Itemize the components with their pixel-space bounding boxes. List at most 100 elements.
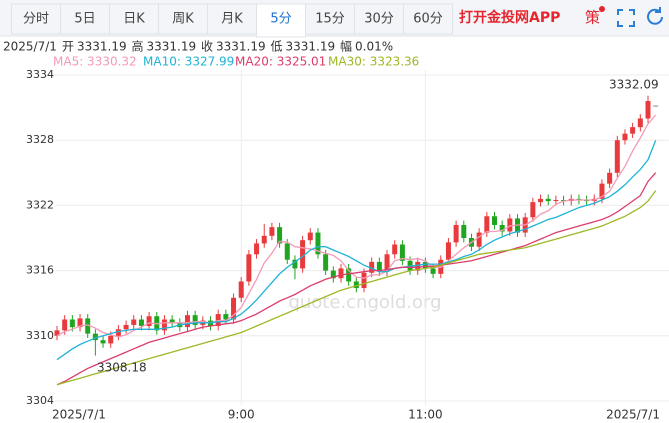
tab[interactable] [60,3,110,35]
candle-body [138,319,144,327]
candle-body [599,183,605,199]
candle-body [530,202,536,218]
candle-body [607,172,613,184]
candle-body [246,254,252,282]
candle-body [100,340,106,344]
candle-body [499,224,505,232]
tab-label[interactable]: 15分 [315,12,345,27]
candle-body [169,319,175,323]
notify-dot [599,6,605,12]
candle-body [484,216,490,233]
candle-body [637,118,643,128]
info-value: 3331.19 [216,40,266,54]
tab-label[interactable]: 5分 [270,12,291,27]
candle-body [77,318,83,328]
info-value: 0.01% [355,40,393,54]
candle-body [261,235,267,244]
candle-body [507,218,513,232]
candle-body [353,281,359,288]
tab[interactable] [256,3,306,38]
legend-entry: MA5: 3330.32 [53,55,137,69]
candle-body [92,333,98,341]
y-tick-label: 3316 [26,264,54,277]
candle-body [384,254,390,272]
candle-body [553,199,559,202]
candle-body [69,319,75,328]
y-tick-label: 3310 [26,329,54,342]
candle-body [269,227,275,236]
y-tick-label: 3328 [26,133,54,146]
candle-body [361,272,367,288]
tab-label[interactable]: 5日 [74,12,95,27]
candle-body [123,324,129,330]
candle-body [538,198,544,203]
candle-body [645,101,651,119]
info-value: 3331.19 [286,40,336,54]
tab-label[interactable]: 60分 [413,12,443,27]
candle-body [476,232,482,247]
x-tick-label: 2025/7/1 [52,408,106,422]
candle-body [453,224,459,243]
ma-line [56,114,657,338]
tab-label[interactable]: 30分 [364,12,394,27]
info-label: 低 [271,40,283,54]
tab[interactable] [403,3,453,35]
info-value: 3331.19 [147,40,197,54]
candle-body [323,254,329,271]
candle-body [614,140,620,173]
tab-label[interactable]: 月K [221,12,243,27]
candle-body [622,133,628,141]
max-annotation: 3332.09 [609,78,659,92]
candle-body [146,316,152,327]
tab[interactable] [11,3,61,35]
candle-body [184,315,190,328]
candle-body [300,240,306,269]
tab[interactable] [109,3,159,35]
candle-body [315,232,321,255]
candle-body [85,318,91,334]
candle-body [254,243,260,255]
candle-body [161,319,167,331]
ma-line [56,172,657,386]
tab-label[interactable]: 日K [123,12,145,27]
min-annotation: 3308.18 [97,361,147,375]
refresh-icon[interactable] [647,7,663,25]
candle-body [108,335,114,344]
candle-body [430,268,436,274]
ma-line [56,140,657,361]
x-tick-label: 2025/7/1 [606,408,660,422]
candle-body [376,261,382,272]
y-tick-label: 3334 [26,68,54,81]
y-tick-label: 3304 [26,394,54,407]
candle-body [369,261,375,273]
info-date: 2025/7/1 [3,40,57,54]
candle-body [62,319,68,331]
tab-label[interactable]: 分时 [23,12,49,27]
candle-body [422,261,428,269]
legend-entry: MA30: 3323.36 [328,55,419,69]
candle-body [653,105,659,107]
candle-body [392,244,398,255]
tab-label[interactable]: 周K [172,12,194,27]
candle-body [491,216,497,225]
candle-body [445,242,451,260]
watermark: quote.cngold.org [288,292,441,313]
info-label: 收 [201,40,213,54]
candle-body [292,259,298,269]
candle-body [338,268,344,279]
x-tick-label: 11:00 [408,408,443,422]
candle-body [115,329,121,336]
candle-body [307,232,313,241]
ma-line [56,190,657,386]
fullscreen-icon[interactable] [617,9,635,27]
candle-body [54,330,60,336]
candle-body [461,224,467,238]
strategy-button[interactable]: 策 [585,9,600,27]
app-link[interactable]: 打开金投网APP [459,9,560,26]
candle-body [238,281,244,298]
info-value: 3331.19 [77,40,127,54]
candle-body [277,227,283,244]
candle-body [223,314,229,320]
tab[interactable] [158,3,208,35]
